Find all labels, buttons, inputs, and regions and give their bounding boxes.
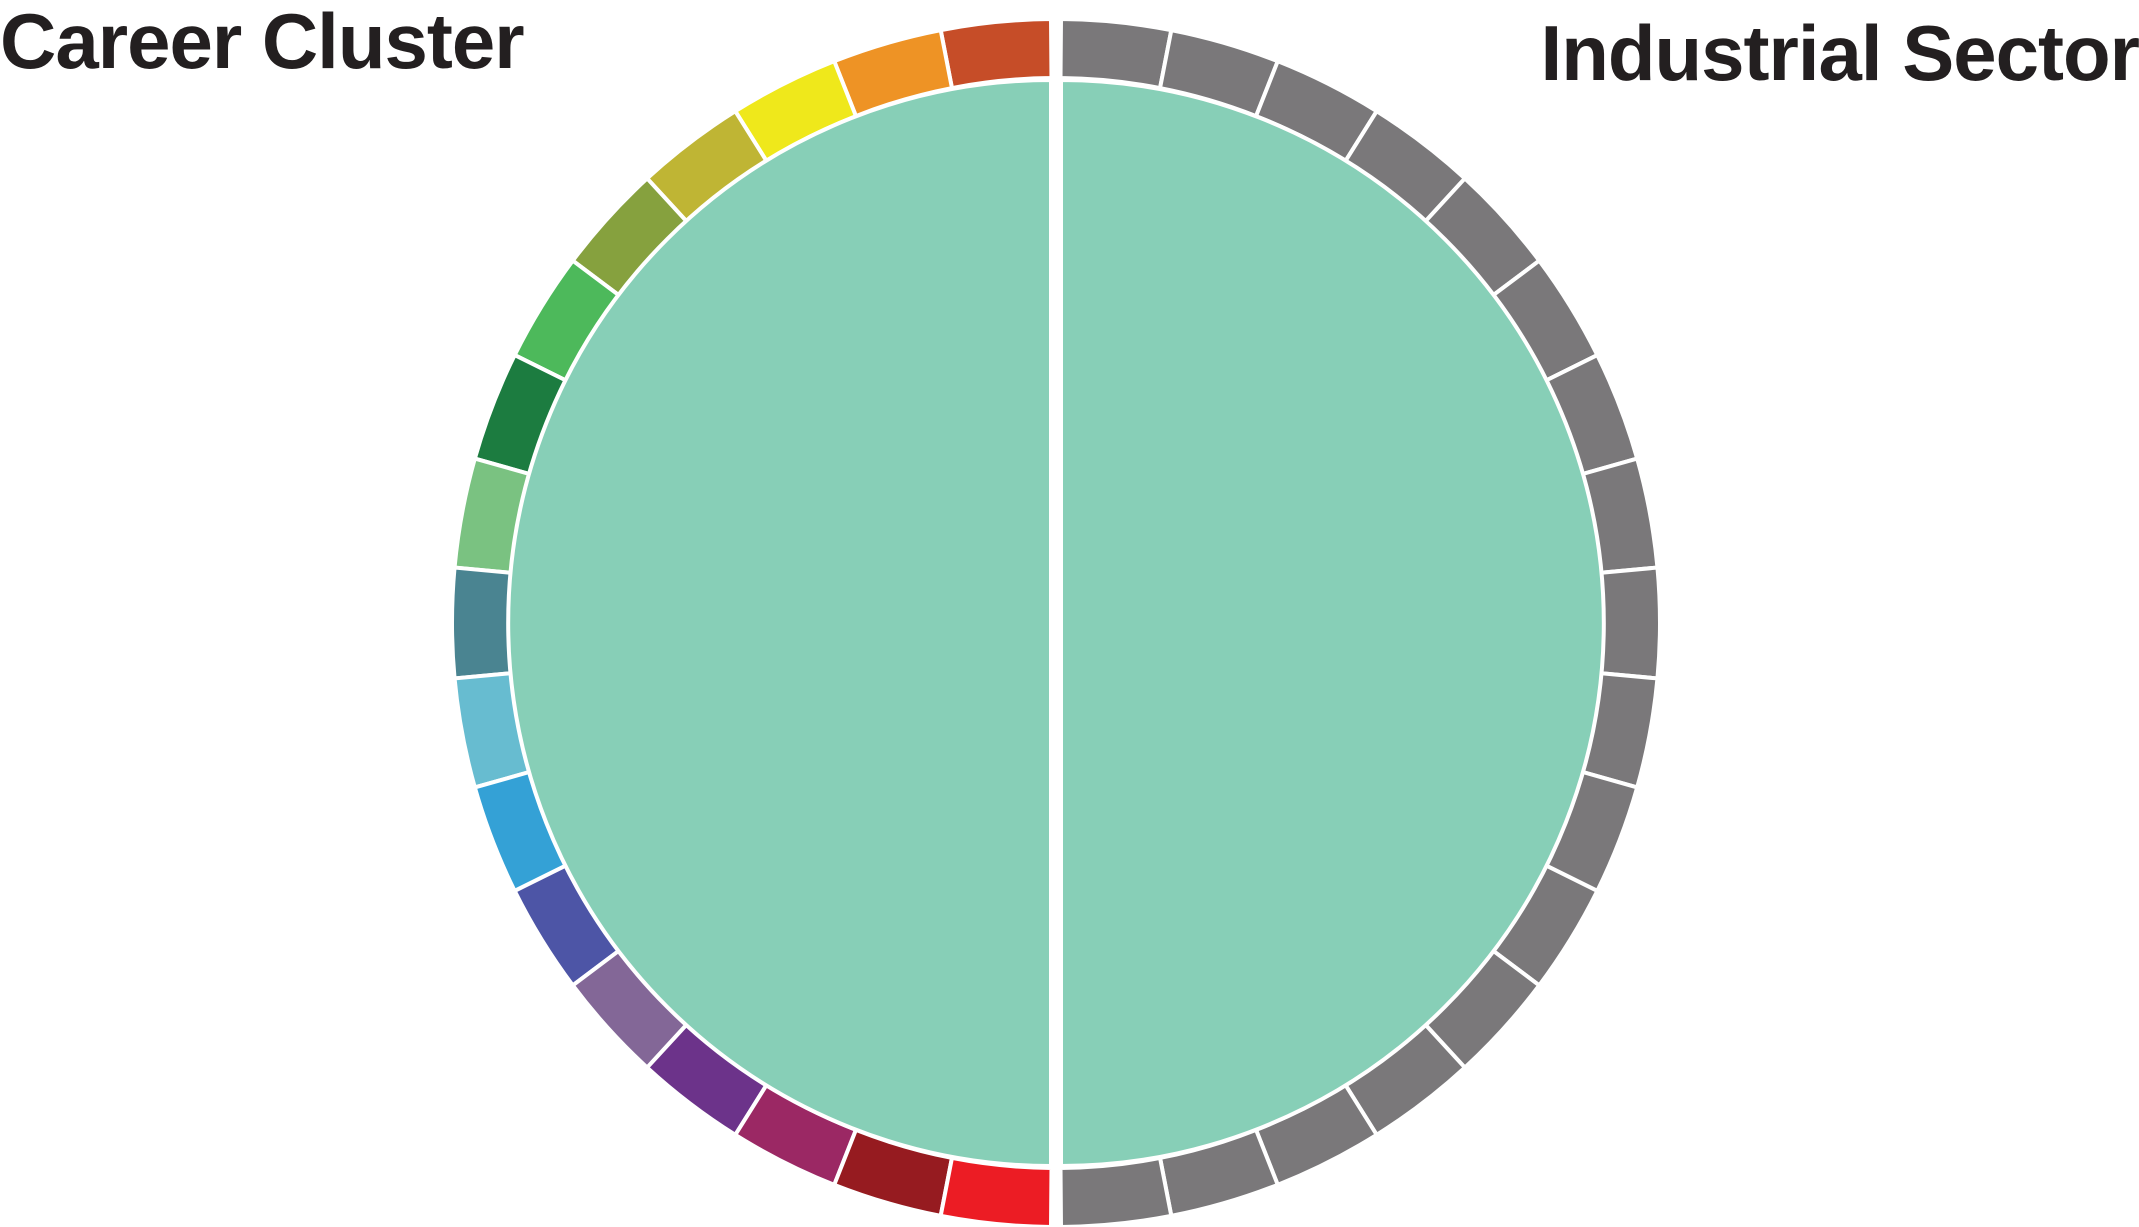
career-cluster-segment: [450, 565, 516, 681]
career-cluster-segment: [938, 1155, 1054, 1227]
industrial-sector-segment: [1596, 565, 1662, 681]
industrial-sector-heading: Industrial Sector: [1540, 9, 2139, 97]
industrial-sector-ring: [1058, 17, 1662, 1227]
industrial-sector-segment: [1058, 17, 1174, 91]
career-cluster-segment: [938, 17, 1054, 91]
career-cluster-heading: Career Cluster: [0, 0, 525, 85]
industrial-sector-segment: [1058, 1155, 1174, 1227]
inner-half-left: [506, 77, 1053, 1169]
inner-half-right: [1059, 77, 1606, 1169]
